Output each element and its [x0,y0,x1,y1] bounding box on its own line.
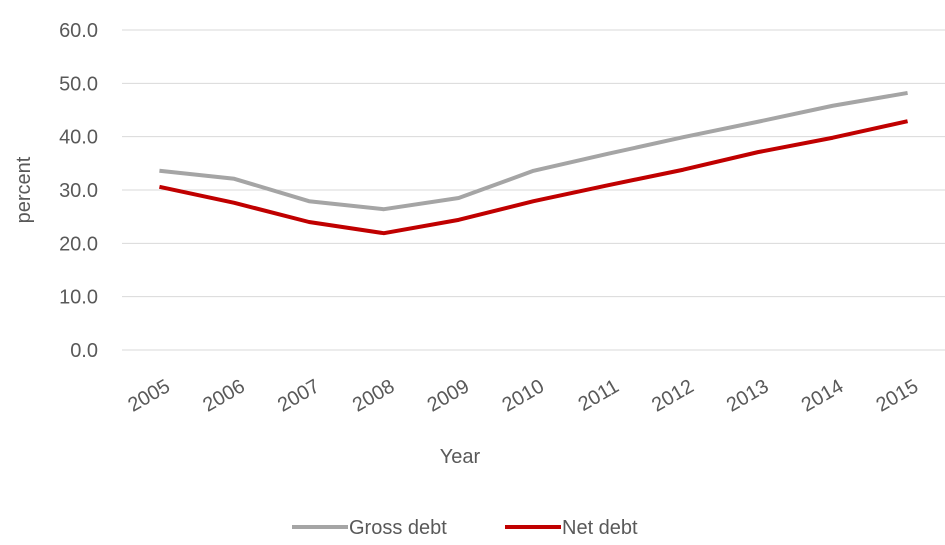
y-tick-label: 0.0 [70,340,98,362]
x-tick-label: 2009 [424,375,474,416]
x-tick-label: 2014 [798,375,848,416]
y-axis-label: percent [13,156,35,223]
x-tick-label: 2015 [873,375,923,416]
y-tick-label: 30.0 [59,180,98,202]
x-tick-label: 2006 [199,375,249,416]
line-series [158,119,909,236]
x-tick-label: 2010 [498,375,548,416]
x-tick-label: 2005 [124,375,174,416]
x-tick-label: 2008 [349,375,399,416]
x-tick-label: 2011 [575,375,623,416]
y-tick-label: 40.0 [59,127,98,149]
x-tick-label: 2013 [723,375,773,416]
line-series [159,90,908,212]
y-tick-label: 60.0 [59,20,98,42]
y-tick-label: 10.0 [59,287,98,309]
y-tick-label: 50.0 [59,73,98,95]
x-tick-label: 2007 [274,375,324,416]
legend-label: Gross debt [349,517,447,539]
x-axis-label: Year [440,446,481,468]
y-tick-label: 20.0 [59,233,98,255]
x-tick-label: 2012 [648,375,698,416]
legend-label: Net debt [562,517,638,539]
